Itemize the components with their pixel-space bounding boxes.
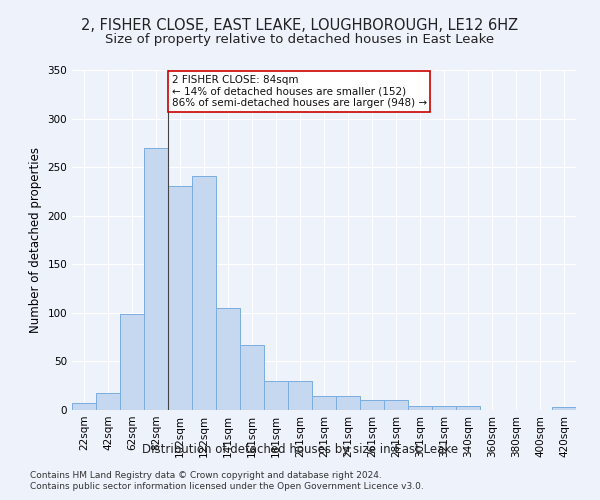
Bar [72,403,96,410]
Bar [264,381,288,410]
Text: Distribution of detached houses by size in East Leake: Distribution of detached houses by size … [142,442,458,456]
Bar [408,406,432,410]
Bar [336,396,360,410]
Text: Size of property relative to detached houses in East Leake: Size of property relative to detached ho… [106,32,494,46]
Bar [456,406,480,410]
Bar [96,392,120,410]
Bar [432,406,456,410]
Bar [240,345,264,410]
Bar [384,400,408,410]
Text: Contains HM Land Registry data © Crown copyright and database right 2024.: Contains HM Land Registry data © Crown c… [30,470,382,480]
Bar [192,176,216,410]
Bar [288,381,312,410]
Bar [312,396,336,410]
Bar [216,308,240,410]
Text: 2, FISHER CLOSE, EAST LEAKE, LOUGHBOROUGH, LE12 6HZ: 2, FISHER CLOSE, EAST LEAKE, LOUGHBOROUG… [82,18,518,32]
Bar [120,314,144,410]
Bar [360,400,384,410]
Y-axis label: Number of detached properties: Number of detached properties [29,147,42,333]
Text: 2 FISHER CLOSE: 84sqm
← 14% of detached houses are smaller (152)
86% of semi-det: 2 FISHER CLOSE: 84sqm ← 14% of detached … [172,75,427,108]
Bar [144,148,168,410]
Bar [552,407,576,410]
Bar [168,186,192,410]
Text: Contains public sector information licensed under the Open Government Licence v3: Contains public sector information licen… [30,482,424,491]
